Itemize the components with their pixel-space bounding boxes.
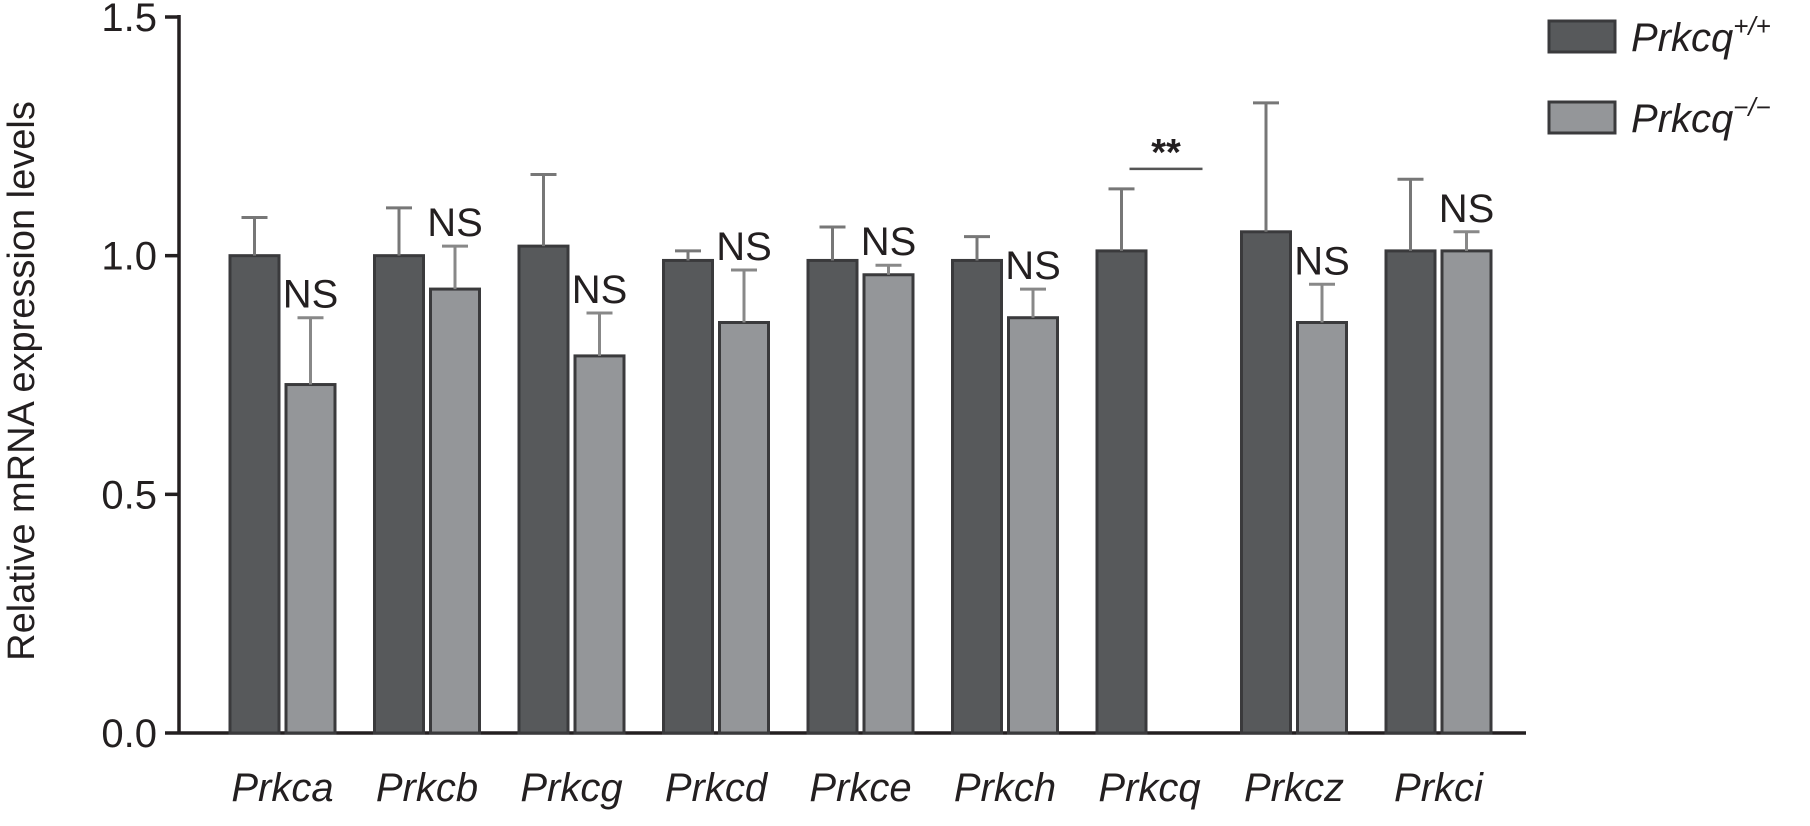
x-tick-label: Prkce	[809, 766, 911, 810]
bar	[1240, 230, 1292, 735]
bar	[718, 320, 770, 735]
legend-swatch	[1547, 19, 1617, 54]
bar	[662, 258, 714, 735]
annotation: NS	[1294, 239, 1350, 283]
error-bar	[1397, 177, 1424, 251]
error-bar	[1108, 187, 1135, 251]
bar	[284, 383, 337, 735]
y-tick-label: 0.0	[101, 712, 157, 756]
legend-label: Prkcq+/+	[1631, 11, 1771, 60]
error-bar	[386, 206, 412, 256]
error-bar	[731, 268, 757, 323]
bar	[1440, 249, 1493, 735]
annotation: NS	[716, 225, 772, 269]
bar	[517, 244, 570, 735]
x-tick-label: Prkcb	[376, 766, 478, 810]
bar	[1095, 249, 1148, 735]
annotation: NS	[427, 201, 483, 245]
error-bar	[297, 316, 324, 385]
y-tick-label: 1.0	[101, 235, 157, 279]
error-bar	[1020, 287, 1046, 318]
error-bar	[675, 249, 701, 261]
bar	[862, 273, 915, 735]
x-tick-label: Prkcg	[520, 766, 622, 810]
bar	[951, 258, 1003, 735]
x-tick-label: Prkca	[231, 766, 333, 810]
annotation: NS	[283, 273, 339, 317]
annotation: NS	[861, 220, 917, 264]
y-axis-label: Relative mRNA expression levels	[1, 101, 43, 661]
legend-swatch	[1547, 100, 1617, 135]
error-bar	[442, 244, 468, 290]
bar	[806, 258, 859, 735]
x-tick-label: Prkcd	[665, 766, 769, 810]
error-bar	[241, 215, 268, 256]
error-bar	[875, 263, 902, 275]
bar	[1296, 320, 1348, 735]
x-tick-label: Prkcq	[1098, 766, 1200, 810]
x-tick-label: Prkci	[1394, 766, 1484, 810]
annotation: NS	[1439, 187, 1495, 231]
bar	[373, 254, 425, 735]
bar	[429, 287, 481, 735]
annotation: NS	[572, 268, 628, 312]
legend-label: Prkcq−/−	[1631, 92, 1771, 141]
error-bar	[530, 173, 557, 247]
annotation: NS	[1005, 244, 1061, 288]
error-bar	[964, 235, 990, 261]
bar	[1384, 249, 1437, 735]
x-tick-label: Prkcz	[1244, 766, 1344, 810]
annotation: **	[1151, 132, 1181, 174]
error-bar	[586, 311, 613, 356]
error-bar	[819, 225, 846, 261]
y-tick-label: 1.5	[101, 0, 157, 40]
bar	[1007, 316, 1059, 735]
bar	[573, 354, 626, 735]
x-tick-label: Prkch	[954, 766, 1056, 810]
error-bar	[1309, 282, 1335, 323]
bar	[228, 254, 281, 735]
y-tick-label: 0.5	[101, 473, 157, 517]
error-bar	[1253, 101, 1279, 232]
error-bar	[1453, 230, 1480, 251]
